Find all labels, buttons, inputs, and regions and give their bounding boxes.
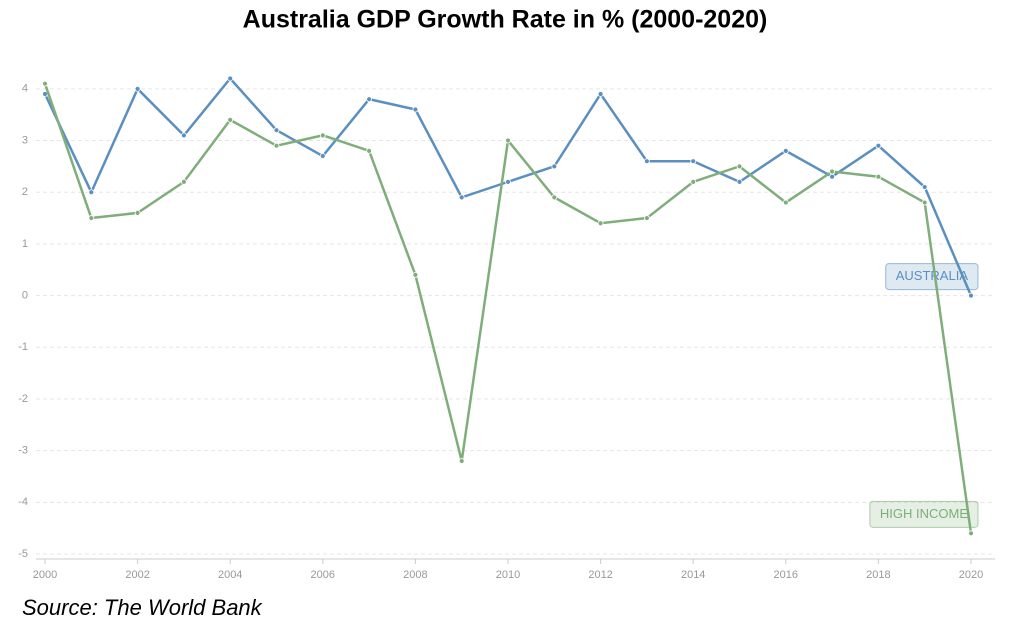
- data-point: [829, 173, 835, 180]
- series-label-text: HIGH INCOME: [880, 506, 968, 521]
- data-point: [829, 168, 835, 175]
- data-point: [736, 178, 743, 185]
- y-tick-label: 4: [22, 83, 28, 95]
- y-tick-label: -2: [18, 393, 28, 405]
- data-point: [644, 158, 650, 165]
- x-tick-label: 2020: [959, 569, 983, 581]
- series-label: AUSTRALIA: [885, 263, 979, 291]
- y-tick-label: -5: [18, 548, 28, 560]
- x-tick-label: 2004: [218, 569, 242, 581]
- data-point: [366, 96, 373, 103]
- data-point: [597, 220, 604, 227]
- y-tick-label: -1: [18, 341, 28, 353]
- y-tick-label: -4: [18, 496, 28, 508]
- data-point: [875, 142, 882, 149]
- x-tick-label: 2002: [125, 569, 149, 581]
- data-point: [366, 147, 373, 154]
- data-point: [782, 199, 789, 206]
- data-point: [551, 163, 558, 170]
- series-label-text: AUSTRALIA: [896, 268, 969, 283]
- data-point: [921, 184, 928, 190]
- data-point: [273, 127, 280, 134]
- x-tick-label: 2014: [681, 569, 705, 581]
- x-tick-label: 2006: [311, 569, 335, 581]
- series-label: HIGH INCOME: [869, 500, 979, 528]
- data-point: [88, 189, 95, 196]
- data-point: [458, 194, 465, 201]
- data-point: [88, 215, 95, 221]
- data-point: [782, 147, 789, 154]
- data-point: [458, 458, 465, 464]
- data-point: [736, 163, 743, 170]
- data-point: [412, 272, 419, 278]
- series-label-box: [885, 263, 979, 291]
- data-point: [644, 215, 650, 221]
- chart-title: Australia GDP Growth Rate in % (2000-202…: [243, 6, 768, 34]
- data-point: [968, 530, 974, 537]
- y-tick-label: 0: [22, 289, 28, 301]
- data-point: [551, 194, 558, 201]
- data-point: [505, 178, 511, 185]
- data-point: [505, 137, 511, 144]
- y-tick-label: 2: [22, 186, 28, 198]
- series-line: [43, 76, 973, 297]
- data-point: [273, 142, 280, 149]
- x-tick-label: 2018: [866, 569, 890, 581]
- series-line: [43, 83, 973, 534]
- data-point: [690, 178, 697, 185]
- y-tick-label: 1: [22, 238, 28, 250]
- series-label-box: [869, 500, 979, 528]
- data-point: [921, 199, 928, 206]
- data-point: [597, 91, 604, 97]
- source-note: Source: The World Bank: [22, 595, 263, 620]
- data-point: [412, 106, 419, 113]
- data-point: [134, 85, 141, 92]
- data-point: [968, 292, 974, 299]
- data-point: [180, 178, 187, 185]
- data-point: [42, 80, 48, 87]
- data-point: [180, 132, 187, 139]
- x-tick-label: 2000: [33, 569, 57, 581]
- x-tick-label: 2016: [774, 569, 798, 581]
- data-point: [227, 75, 234, 82]
- data-point: [875, 173, 882, 180]
- data-point: [319, 153, 326, 159]
- data-point: [134, 209, 141, 216]
- x-tick-label: 2012: [588, 569, 612, 581]
- x-tick-label: 2008: [403, 569, 427, 581]
- data-point: [690, 158, 697, 165]
- y-tick-label: 3: [22, 134, 28, 146]
- data-point: [227, 116, 234, 123]
- y-tick-label: -3: [18, 445, 28, 457]
- data-point: [319, 132, 326, 139]
- x-tick-label: 2010: [496, 569, 520, 581]
